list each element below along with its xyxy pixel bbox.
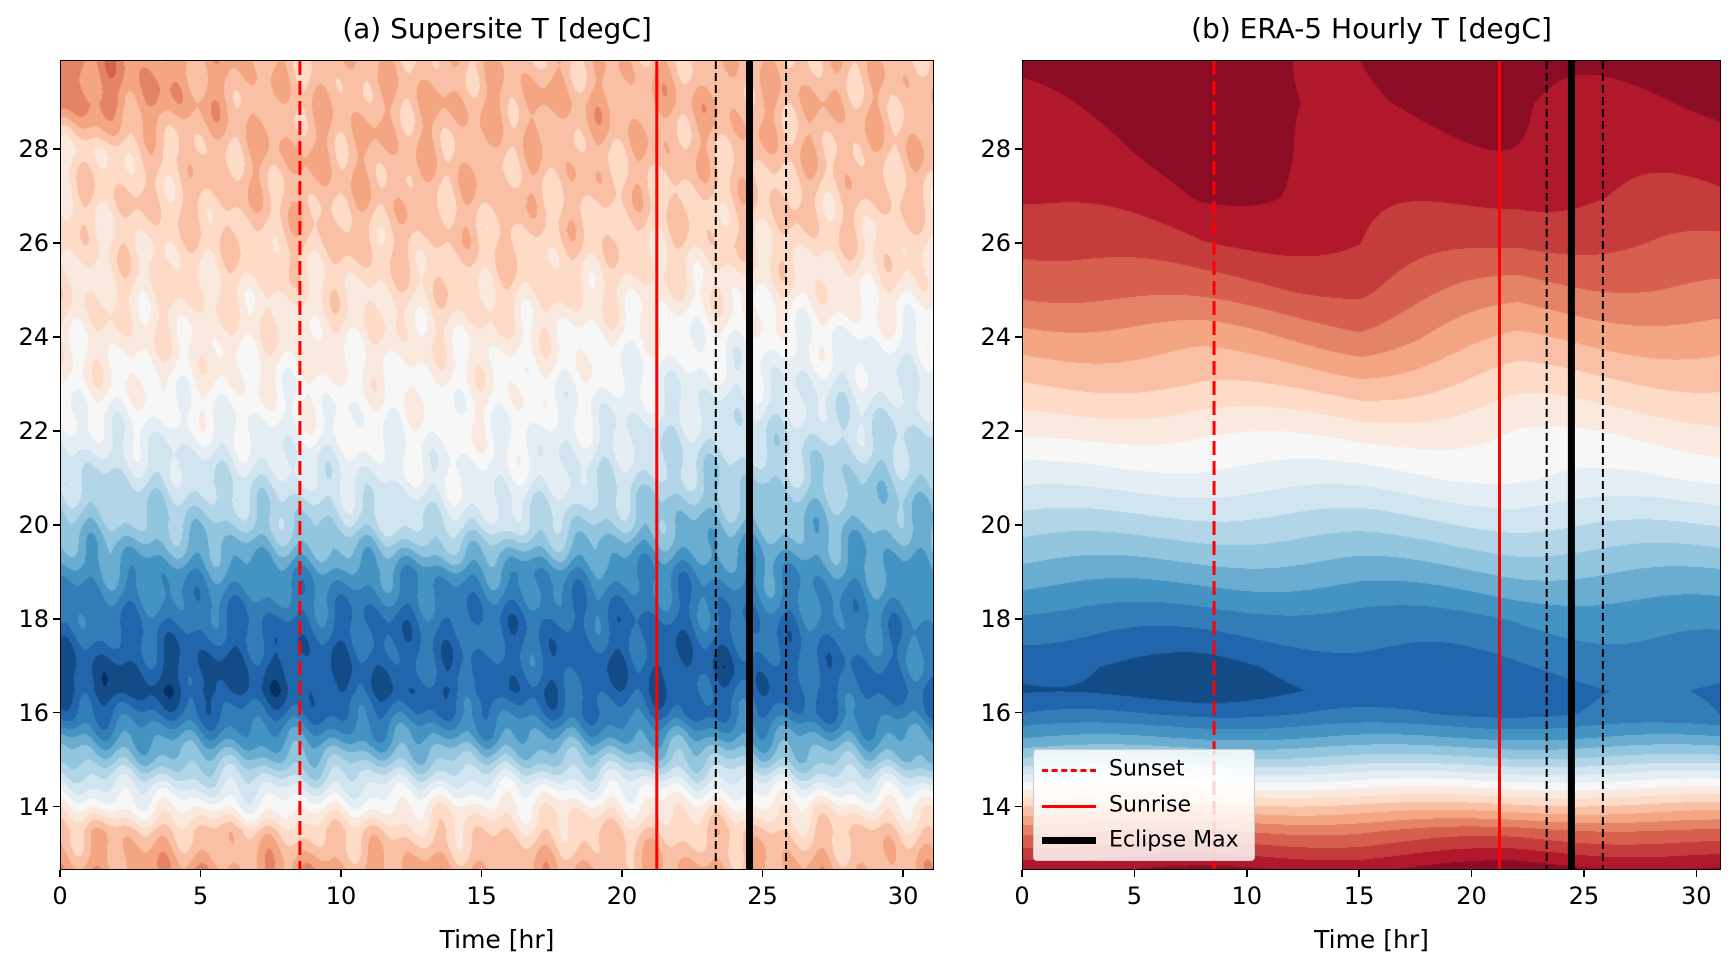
x-tick-mark: [621, 870, 623, 877]
y-tick-label: 28: [18, 135, 49, 164]
x-tick-label: 15: [1343, 882, 1375, 910]
y-tick-label: 18: [980, 604, 1011, 633]
x-tick-mark: [761, 870, 764, 877]
y-tick-mark: [1015, 336, 1022, 338]
y-tick-mark: [53, 242, 60, 244]
chart-title: (b) ERA-5 Hourly T [degC]: [1191, 12, 1552, 45]
x-tick-label: 30: [1680, 882, 1712, 910]
x-tick-mark: [1246, 870, 1248, 877]
x-tick-mark: [1133, 870, 1136, 877]
y-tick-label: 22: [18, 416, 49, 445]
x-tick-label: 25: [1568, 882, 1600, 910]
legend-item-sunrise: Sunrise: [1034, 788, 1254, 822]
y-tick-mark: [1015, 524, 1022, 526]
legend-label: Sunset: [1109, 756, 1185, 782]
y-tick-mark: [53, 711, 60, 714]
y-tick-mark: [53, 430, 60, 432]
y-tick-label: 18: [18, 604, 49, 633]
y-tick-label: 24: [980, 323, 1011, 352]
y-tick-mark: [1015, 711, 1022, 714]
x-tick-mark: [480, 870, 483, 877]
legend-swatch-sunset: [1042, 769, 1096, 772]
x-tick-mark: [199, 870, 202, 877]
x-tick-label: 5: [1126, 882, 1143, 910]
y-tick-label: 22: [980, 416, 1011, 445]
legend-item-eclipse-max: Eclipse Max: [1034, 823, 1254, 857]
legend-item-sunset: Sunset: [1034, 752, 1254, 786]
contour-field: [61, 61, 933, 869]
x-tick-label: 10: [1231, 882, 1263, 910]
y-tick-label: 16: [980, 698, 1011, 727]
event-lines: [1212, 61, 1604, 869]
y-tick-mark: [53, 148, 60, 150]
y-tick-mark: [1015, 148, 1022, 150]
y-tick-mark: [1015, 805, 1022, 808]
y-tick-label: 26: [18, 229, 49, 258]
x-tick-mark: [1358, 870, 1360, 877]
y-tick-mark: [1015, 242, 1022, 244]
plot-area: [1022, 60, 1721, 870]
x-tick-mark: [1021, 870, 1023, 877]
y-tick-mark: [53, 805, 60, 808]
legend: Sunset Sunrise Eclipse Max: [1033, 749, 1255, 861]
legend-swatch-eclipse: [1042, 837, 1096, 844]
x-tick-mark: [340, 870, 342, 877]
y-tick-label: 14: [18, 792, 49, 821]
legend-label: Sunrise: [1109, 792, 1192, 818]
y-tick-mark: [1015, 618, 1022, 620]
x-tick-label: 0: [1014, 882, 1030, 910]
x-tick-mark: [1470, 870, 1473, 877]
legend-label: Eclipse Max: [1109, 827, 1239, 853]
x-tick-mark: [1583, 870, 1585, 877]
x-tick-label: 20: [1456, 882, 1487, 910]
x-tick-label: 5: [192, 882, 209, 910]
x-tick-label: 0: [52, 882, 68, 910]
chart-title: (a) Supersite T [degC]: [342, 12, 652, 45]
x-tick-mark: [1695, 870, 1698, 877]
x-tick-label: 25: [747, 882, 778, 910]
x-axis-label: Time [hr]: [1314, 925, 1429, 954]
x-tick-label: 30: [887, 882, 919, 910]
x-tick-mark: [59, 870, 61, 877]
y-tick-label: 26: [980, 229, 1011, 258]
y-tick-label: 16: [18, 698, 49, 727]
y-tick-label: 24: [18, 323, 49, 352]
legend-swatch-sunrise: [1042, 805, 1096, 808]
y-tick-label: 14: [980, 792, 1011, 821]
y-tick-mark: [53, 618, 60, 620]
y-tick-mark: [53, 524, 60, 526]
x-tick-label: 15: [466, 882, 497, 910]
y-tick-label: 20: [980, 510, 1011, 539]
y-tick-mark: [53, 336, 60, 338]
y-tick-label: 20: [18, 510, 49, 539]
y-tick-label: 28: [980, 135, 1011, 164]
x-tick-label: 10: [325, 882, 357, 910]
x-axis-label: Time [hr]: [439, 925, 555, 954]
plot-area: [60, 60, 934, 870]
x-tick-label: 20: [606, 882, 638, 910]
y-tick-mark: [1015, 430, 1022, 432]
x-tick-mark: [902, 870, 904, 877]
event-lines: [298, 61, 788, 869]
